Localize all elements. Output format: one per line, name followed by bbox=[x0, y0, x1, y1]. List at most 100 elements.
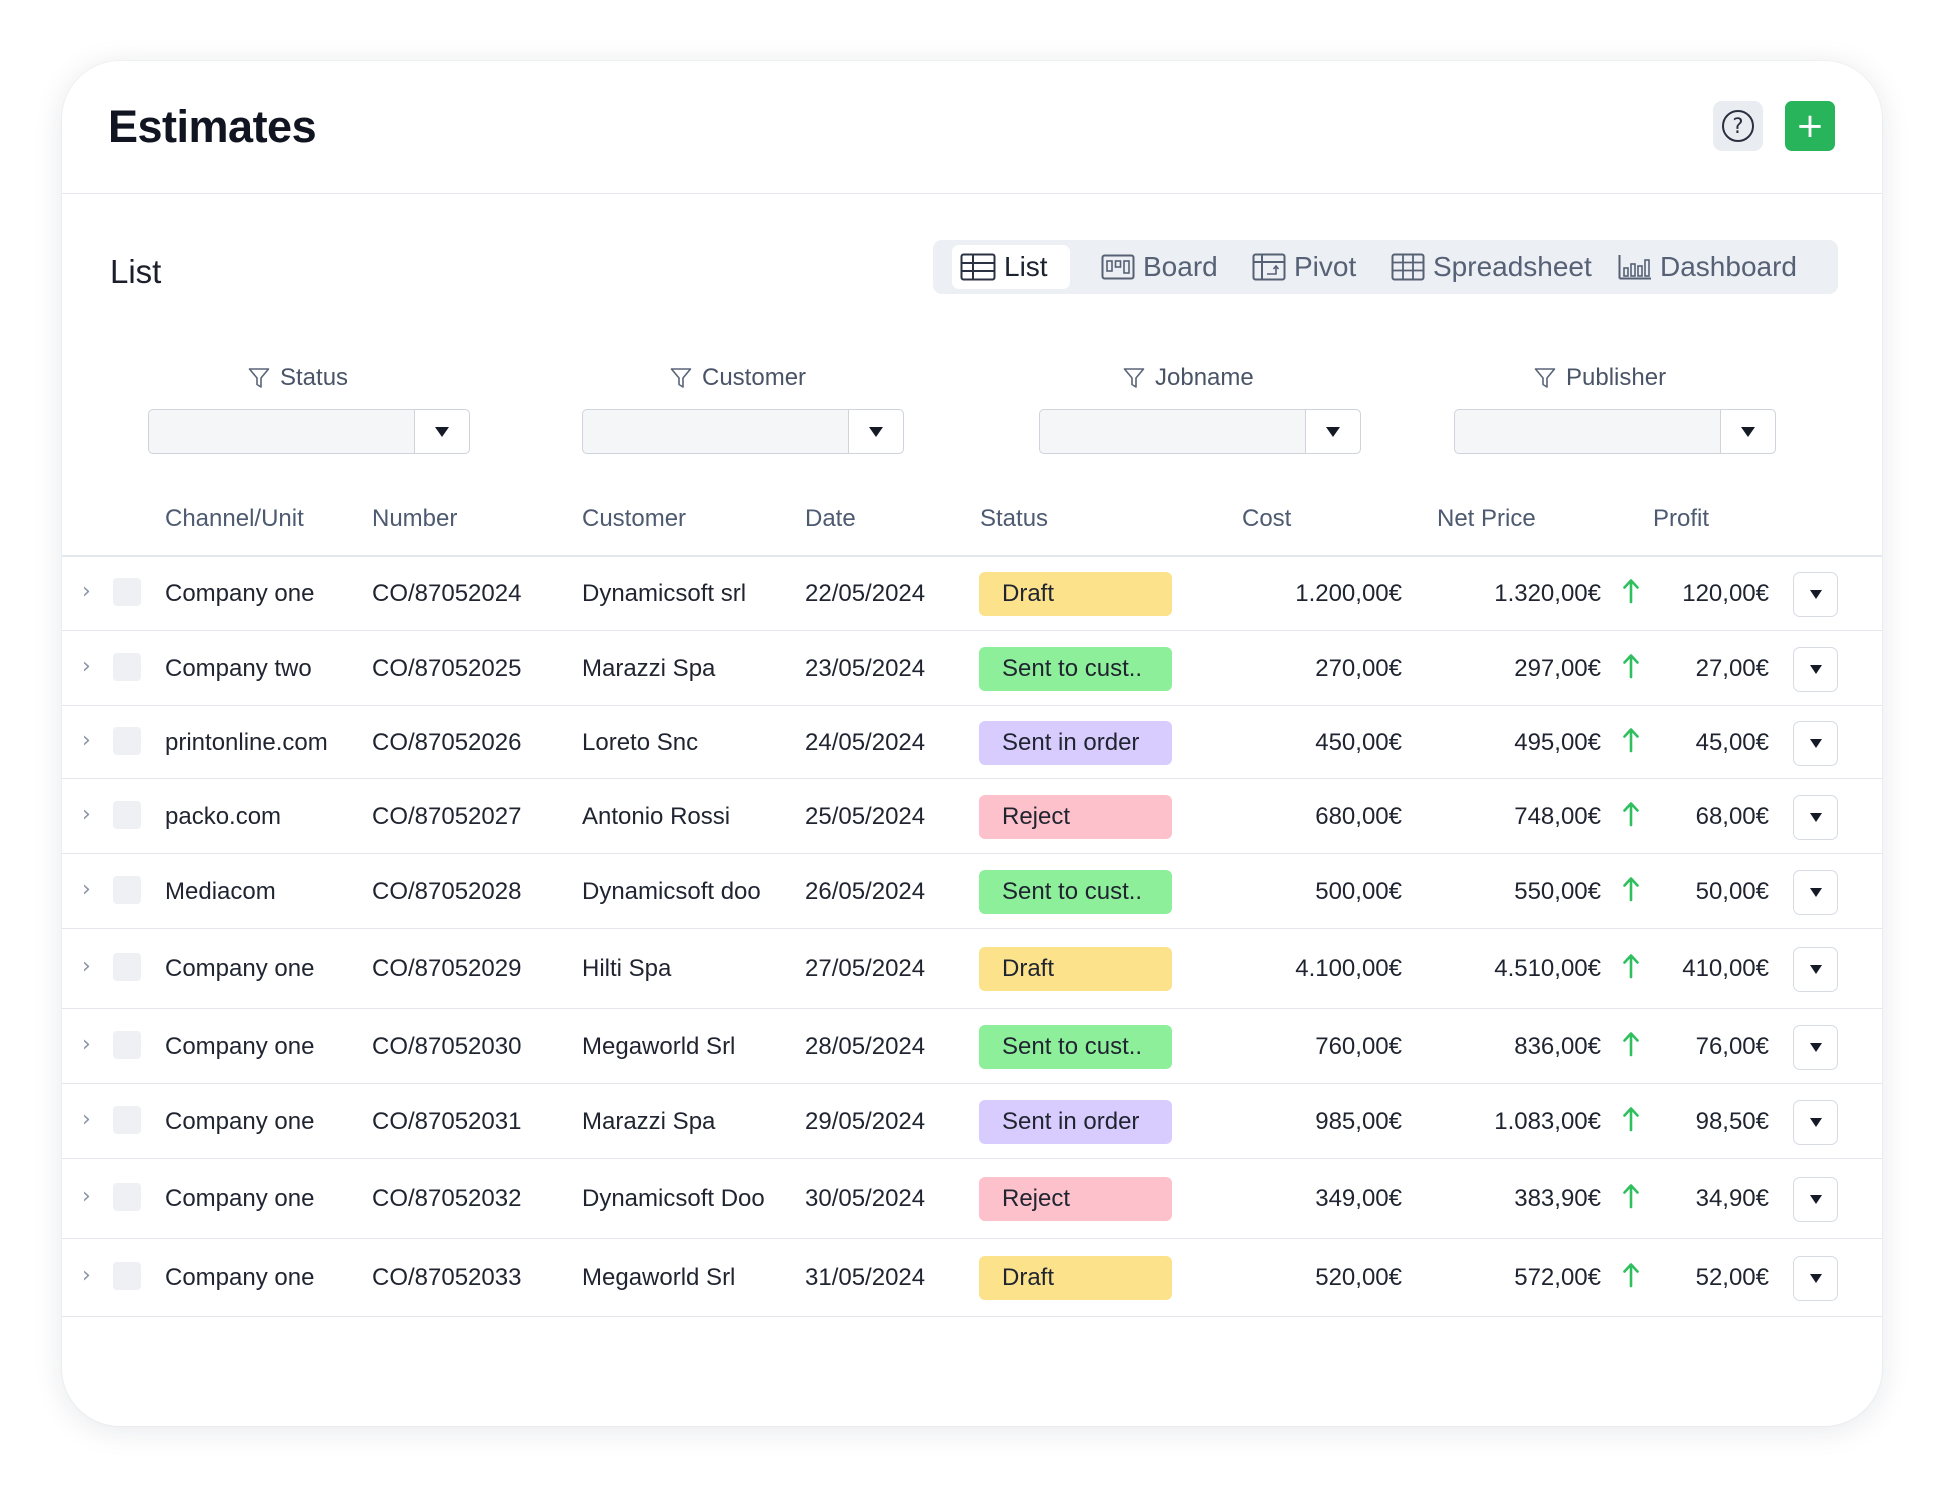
table-row[interactable]: › Company one CO/87052031 Marazzi Spa 29… bbox=[62, 1084, 1882, 1159]
table-row[interactable]: › packo.com CO/87052027 Antonio Rossi 25… bbox=[62, 779, 1882, 854]
row-actions-button[interactable] bbox=[1793, 646, 1838, 692]
cell-date: 29/05/2024 bbox=[805, 1107, 926, 1135]
row-checkbox[interactable] bbox=[113, 652, 141, 681]
column-header-status[interactable]: Status bbox=[980, 505, 1049, 532]
cell-number[interactable]: CO/87052027 bbox=[372, 802, 522, 830]
row-actions-button[interactable] bbox=[1793, 869, 1838, 915]
status-badge: Draft bbox=[979, 1256, 1172, 1300]
row-actions-button[interactable] bbox=[1793, 1256, 1838, 1301]
table-row[interactable]: › printonline.com CO/87052026 Loreto Snc… bbox=[62, 706, 1882, 779]
row-checkbox[interactable] bbox=[113, 726, 141, 755]
row-actions-button[interactable] bbox=[1793, 794, 1838, 840]
table-row[interactable]: › Company one CO/87052030 Megaworld Srl … bbox=[62, 1009, 1882, 1084]
chevron-right-icon[interactable]: › bbox=[82, 1184, 91, 1209]
row-checkbox[interactable] bbox=[113, 1030, 141, 1059]
chevron-down-icon bbox=[1809, 1195, 1822, 1204]
table-row[interactable]: › Company one CO/87052029 Hilti Spa 27/0… bbox=[62, 929, 1882, 1009]
cell-net-price: 297,00€ bbox=[1514, 654, 1601, 682]
row-checkbox[interactable] bbox=[113, 578, 141, 606]
row-actions-button[interactable] bbox=[1793, 1024, 1838, 1070]
cell-channel: printonline.com bbox=[165, 728, 328, 756]
column-header-customer[interactable]: Customer bbox=[582, 505, 687, 532]
view-tab-dashboard[interactable]: Dashboard bbox=[1610, 245, 1805, 289]
cell-customer: Dynamicsoft doo bbox=[582, 877, 761, 905]
chevron-right-icon[interactable]: › bbox=[82, 1106, 91, 1132]
chevron-down-icon bbox=[1809, 738, 1822, 748]
chevron-down-icon[interactable] bbox=[1306, 410, 1360, 453]
cell-customer: Megaworld Srl bbox=[582, 1264, 736, 1291]
cell-cost: 680,00€ bbox=[1315, 802, 1402, 830]
question-circle-icon: ? bbox=[1722, 110, 1754, 142]
chevron-right-icon[interactable]: › bbox=[82, 954, 91, 979]
column-header-date[interactable]: Date bbox=[805, 505, 856, 532]
chevron-down-icon bbox=[1809, 1117, 1822, 1127]
cell-number[interactable]: CO/87052030 bbox=[372, 1032, 522, 1060]
filter-customer-label: Customer bbox=[670, 363, 806, 393]
status-badge: Draft bbox=[979, 947, 1172, 991]
chevron-down-icon[interactable] bbox=[415, 410, 469, 453]
cell-number[interactable]: CO/87052026 bbox=[372, 728, 522, 756]
row-checkbox[interactable] bbox=[113, 1183, 141, 1211]
column-header-net-price[interactable]: Net Price bbox=[1437, 505, 1536, 532]
cell-number[interactable]: CO/87052032 bbox=[372, 1185, 522, 1212]
column-header-channel[interactable]: Channel/Unit bbox=[165, 505, 304, 532]
view-tab-pivot[interactable]: Pivot bbox=[1244, 245, 1364, 289]
chevron-right-icon[interactable]: › bbox=[82, 727, 91, 753]
chevron-right-icon[interactable]: › bbox=[82, 801, 91, 827]
chevron-down-icon[interactable] bbox=[849, 410, 903, 453]
table-row[interactable]: › Company one CO/87052024 Dynamicsoft sr… bbox=[62, 557, 1882, 631]
view-tab-label: Board bbox=[1143, 251, 1218, 282]
chevron-right-icon[interactable]: › bbox=[82, 1263, 91, 1288]
filter-jobname-select[interactable] bbox=[1039, 409, 1361, 454]
row-checkbox[interactable] bbox=[113, 1262, 141, 1290]
table-row[interactable]: › Company two CO/87052025 Marazzi Spa 23… bbox=[62, 631, 1882, 706]
row-actions-button[interactable] bbox=[1793, 572, 1838, 617]
filter-publisher-label: Publisher bbox=[1534, 363, 1666, 393]
cell-cost: 349,00€ bbox=[1315, 1185, 1402, 1212]
row-actions-button[interactable] bbox=[1793, 1177, 1838, 1222]
filter-customer-select[interactable] bbox=[582, 409, 904, 454]
cell-date: 26/05/2024 bbox=[805, 877, 926, 905]
row-actions-button[interactable] bbox=[1793, 720, 1838, 766]
table-row[interactable]: › Company one CO/87052033 Megaworld Srl … bbox=[62, 1239, 1882, 1317]
cell-number[interactable]: CO/87052024 bbox=[372, 580, 522, 607]
add-estimate-button[interactable]: + bbox=[1785, 101, 1835, 151]
bar-chart-icon bbox=[1618, 255, 1651, 280]
cell-date: 27/05/2024 bbox=[805, 955, 926, 982]
help-button[interactable]: ? bbox=[1713, 101, 1763, 151]
filter-publisher-select[interactable] bbox=[1454, 409, 1776, 454]
chevron-right-icon[interactable]: › bbox=[82, 876, 91, 902]
column-header-profit[interactable]: Profit bbox=[1653, 505, 1710, 532]
chevron-right-icon[interactable]: › bbox=[82, 1031, 91, 1057]
row-checkbox[interactable] bbox=[113, 800, 141, 829]
view-tab-spreadsheet[interactable]: Spreadsheet bbox=[1383, 245, 1600, 289]
cell-net-price: 748,00€ bbox=[1514, 802, 1601, 830]
filter-status-select[interactable] bbox=[148, 409, 470, 454]
row-checkbox[interactable] bbox=[113, 875, 141, 904]
chevron-right-icon[interactable]: › bbox=[82, 579, 91, 604]
table-row[interactable]: › Company one CO/87052032 Dynamicsoft Do… bbox=[62, 1159, 1882, 1239]
cell-profit: 120,00€ bbox=[1682, 580, 1769, 607]
chevron-down-icon[interactable] bbox=[1721, 410, 1775, 453]
cell-number[interactable]: CO/87052031 bbox=[372, 1107, 522, 1135]
arrow-up-icon bbox=[1623, 801, 1639, 826]
row-checkbox[interactable] bbox=[113, 953, 141, 981]
chevron-right-icon[interactable]: › bbox=[82, 653, 91, 679]
column-header-number[interactable]: Number bbox=[372, 505, 458, 532]
row-checkbox[interactable] bbox=[113, 1105, 141, 1134]
arrow-up-icon bbox=[1623, 954, 1639, 979]
row-actions-button[interactable] bbox=[1793, 1099, 1838, 1145]
cell-customer: Dynamicsoft srl bbox=[582, 580, 747, 607]
cell-number[interactable]: CO/87052029 bbox=[372, 955, 522, 982]
cell-net-price: 383,90€ bbox=[1514, 1185, 1601, 1212]
cell-number[interactable]: CO/87052028 bbox=[372, 877, 522, 905]
cell-profit: 50,00€ bbox=[1695, 877, 1769, 905]
cell-date: 24/05/2024 bbox=[805, 728, 926, 756]
view-tab-board[interactable]: Board bbox=[1093, 245, 1226, 289]
cell-number[interactable]: CO/87052025 bbox=[372, 654, 522, 682]
view-tab-list[interactable]: List bbox=[952, 245, 1070, 289]
row-actions-button[interactable] bbox=[1793, 947, 1838, 992]
cell-number[interactable]: CO/87052033 bbox=[372, 1264, 522, 1291]
column-header-cost[interactable]: Cost bbox=[1242, 505, 1292, 532]
table-row[interactable]: › Mediacom CO/87052028 Dynamicsoft doo 2… bbox=[62, 854, 1882, 929]
